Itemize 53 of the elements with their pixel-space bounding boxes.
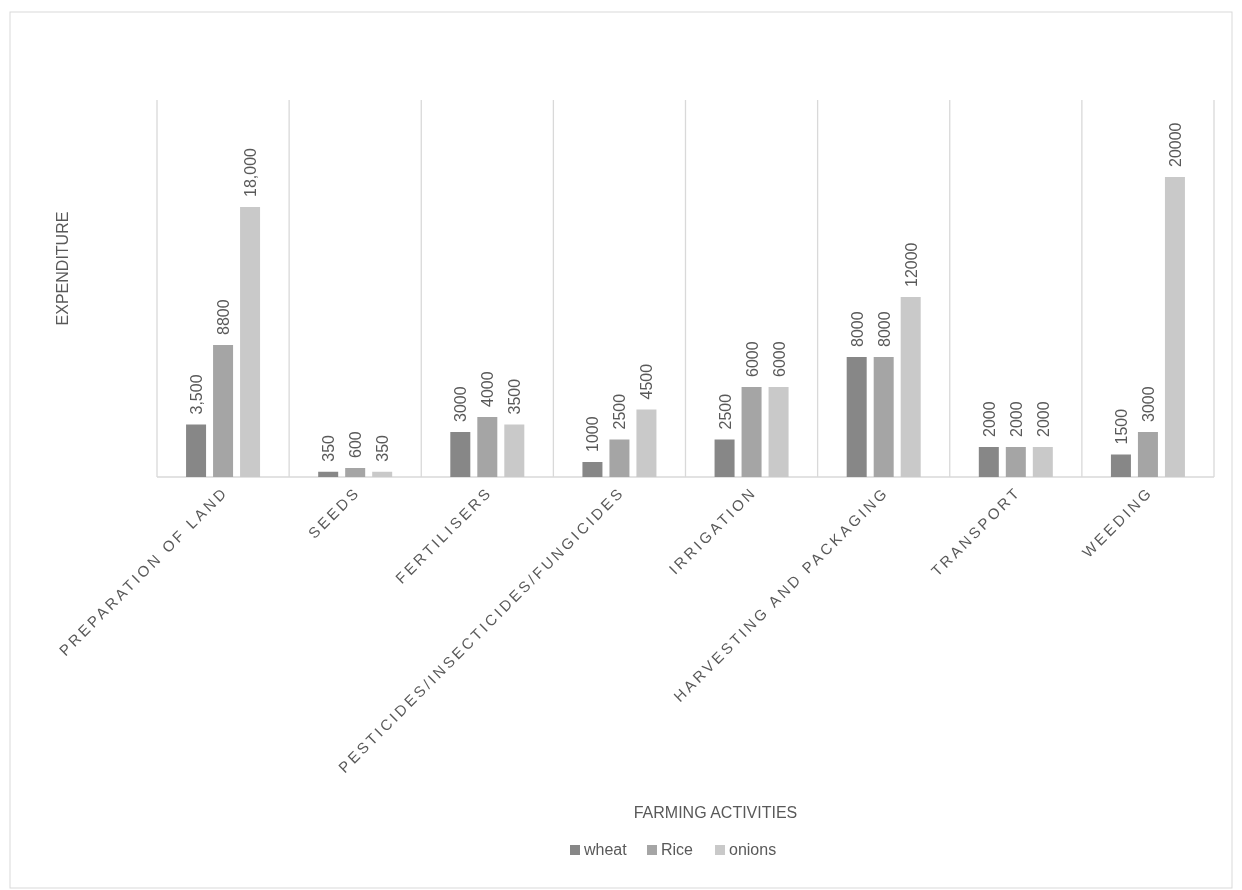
data-label: 12000 (902, 242, 920, 287)
legend-label: wheat (583, 841, 628, 858)
data-label: 2000 (980, 401, 998, 437)
data-label: 18,000 (242, 147, 260, 197)
data-label: 6000 (743, 341, 761, 377)
data-label: 1500 (1112, 408, 1130, 445)
bar (450, 432, 471, 477)
x-axis-title: FARMING ACTIVITIES (633, 804, 798, 821)
data-label: 350 (374, 434, 392, 462)
bar (609, 439, 630, 477)
bar (213, 345, 234, 477)
data-label: 8000 (848, 311, 866, 347)
bar (1164, 177, 1185, 477)
data-label: 20000 (1166, 122, 1184, 167)
bar (1032, 447, 1053, 477)
bar (1137, 432, 1158, 477)
data-label: 350 (320, 434, 338, 462)
bar (372, 471, 393, 477)
bar (900, 297, 921, 477)
data-label: 2500 (716, 393, 734, 430)
data-label: 2000 (1034, 401, 1052, 437)
bar (846, 357, 867, 477)
bar (582, 462, 603, 477)
data-label: 3000 (452, 386, 470, 422)
bar (318, 471, 339, 477)
data-label: 2500 (611, 393, 629, 430)
bar (240, 207, 261, 477)
bar (714, 439, 735, 477)
data-label: 2000 (1007, 401, 1025, 437)
data-label: 600 (347, 431, 365, 458)
bar (978, 447, 999, 477)
data-label: 3000 (1139, 386, 1157, 422)
bar (636, 409, 657, 477)
data-label: 8000 (875, 311, 893, 347)
data-label: 3500 (506, 378, 524, 415)
bar (345, 468, 366, 477)
bar (1005, 447, 1026, 477)
data-label: 3,500 (188, 374, 206, 415)
legend-label: Rice (661, 841, 694, 858)
data-label: 8800 (215, 299, 233, 335)
y-axis-title: EXPENDITURE (54, 211, 71, 326)
bar (1110, 454, 1131, 477)
bar (504, 424, 525, 477)
bar (477, 417, 498, 477)
bar (741, 387, 762, 477)
bar (186, 424, 207, 477)
data-label: 1000 (584, 416, 602, 452)
data-label: 6000 (770, 341, 788, 377)
data-label: 4500 (638, 363, 656, 400)
bar (768, 387, 789, 477)
data-label: 4000 (479, 371, 497, 407)
legend-label: onions (729, 841, 777, 858)
bar (873, 357, 894, 477)
